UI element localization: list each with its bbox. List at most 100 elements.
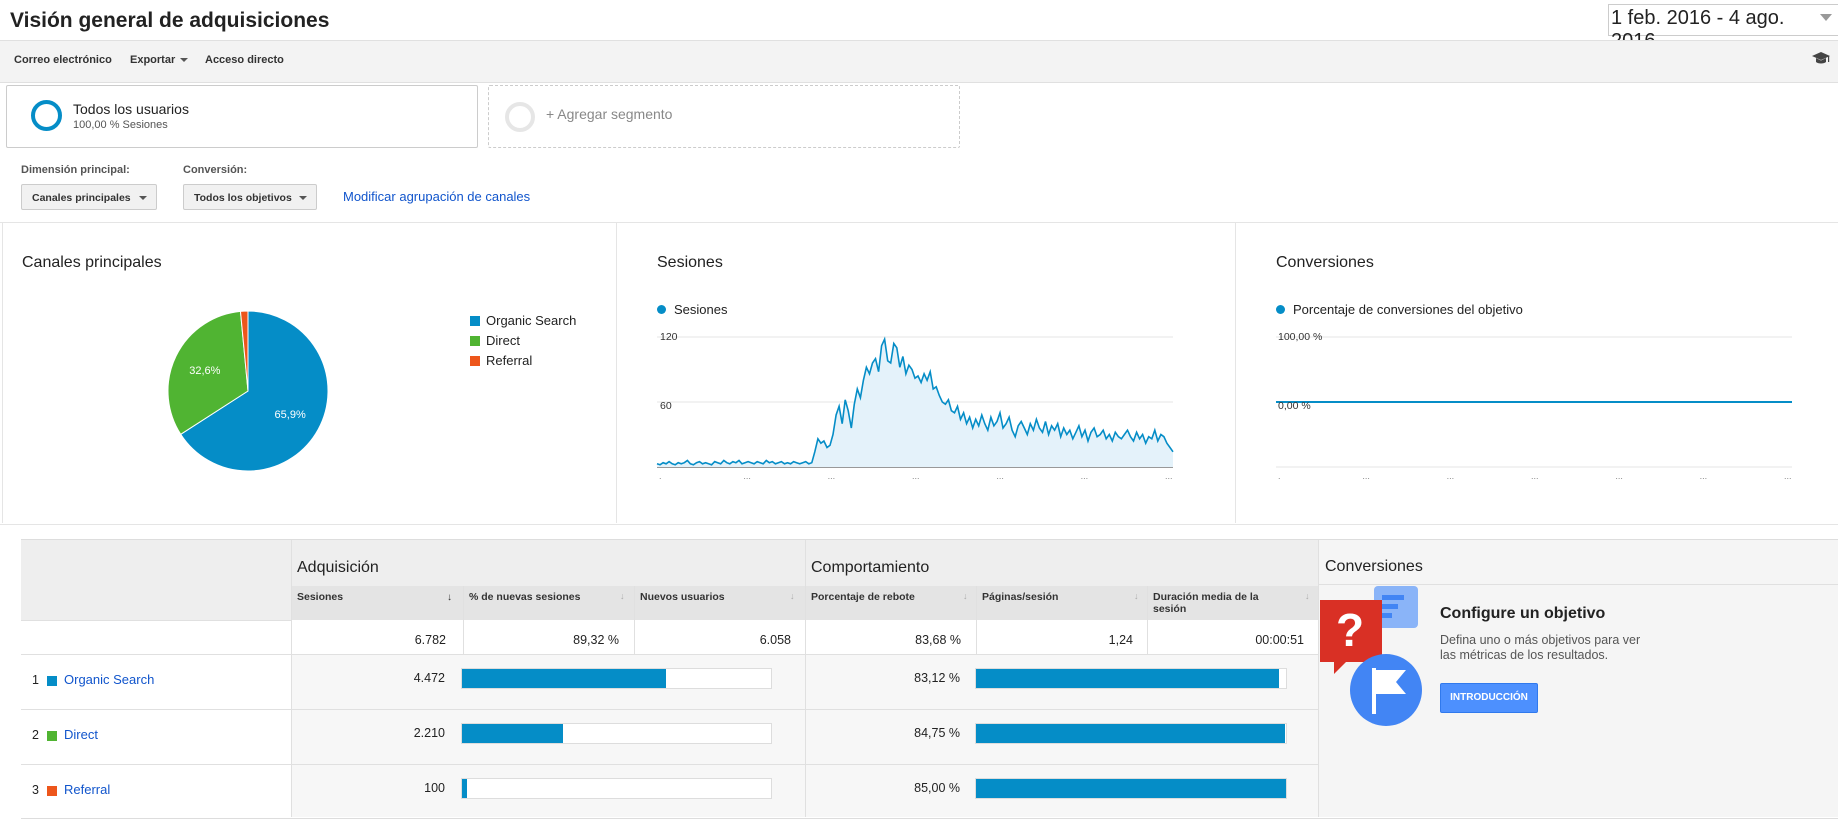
export-button[interactable]: Exportar [130, 54, 189, 66]
sessions-series-line [656, 336, 1174, 466]
email-button[interactable]: Correo electrónico [14, 54, 112, 66]
introduction-button[interactable]: INTRODUCCIÓN [1440, 683, 1538, 713]
col-header-pages-session[interactable]: Páginas/sesión [982, 591, 1059, 603]
sort-desc-icon[interactable]: ↓ [447, 592, 452, 603]
col-header-new-users[interactable]: Nuevos usuarios [640, 591, 725, 603]
table-gridline [463, 586, 464, 654]
table-gridline [21, 654, 1318, 655]
legend-dot [657, 305, 666, 314]
bounce-rate-bar [975, 778, 1287, 799]
sort-icon[interactable]: ↓ [1305, 591, 1310, 601]
add-segment-button[interactable]: + Agregar segmento [488, 85, 960, 148]
sort-icon[interactable]: ↓ [1134, 591, 1139, 601]
conversion-label: Conversión: [183, 164, 248, 176]
channels-table [21, 539, 1838, 819]
primary-dimension-value: Canales principales [32, 192, 131, 204]
shortcut-button[interactable]: Acceso directo [205, 54, 284, 66]
row-link-referral[interactable]: Referral [64, 782, 111, 797]
sort-icon[interactable]: ↓ [963, 591, 968, 601]
channel-color-swatch [47, 731, 57, 741]
svg-text:?: ? [1336, 604, 1364, 656]
graduation-cap-icon[interactable] [1811, 51, 1831, 72]
legend-label: Referral [486, 353, 533, 368]
conversions-group-label: Conversiones [1325, 558, 1423, 575]
goal-illustration-icon: ? [1320, 586, 1422, 726]
legend-label: Porcentaje de conversiones del objetivo [1293, 302, 1523, 317]
sort-icon[interactable]: ↓ [790, 591, 795, 601]
table-gridline [21, 620, 291, 621]
conversions-legend: Porcentaje de conversiones del objetivo [1276, 302, 1523, 317]
bounce-rate-fill [976, 669, 1280, 688]
totals-label-cell [21, 620, 291, 654]
total-avg-duration: 00:00:51 [1255, 633, 1304, 647]
pie-slice [167, 310, 249, 435]
col-header-label: Sesiones [297, 591, 344, 603]
table-gridline [1147, 586, 1148, 654]
pie-slice [239, 310, 249, 392]
bounce-rate-fill [976, 779, 1286, 798]
sessions-legend: Sesiones [657, 302, 727, 317]
goal-promo-title: Configure un objetivo [1440, 605, 1606, 622]
y-tick-label: 100,00 % [1278, 331, 1323, 343]
sessions-area-chart: ................... [656, 336, 1174, 481]
row-sessions: 2.210 [413, 726, 445, 740]
col-header-bounce-rate[interactable]: Porcentaje de rebote [811, 591, 915, 603]
row-bounce-rate: 85,00 % [914, 781, 960, 795]
x-tick-label: ... [912, 471, 920, 481]
row-index: 1 [32, 673, 39, 687]
row-bounce-rate: 83,12 % [914, 671, 960, 685]
x-tick-label: . [1278, 471, 1281, 481]
sessions-share-bar [461, 723, 772, 744]
x-tick-label: ... [1784, 471, 1792, 481]
date-range-picker[interactable]: 1 feb. 2016 - 4 ago. 2016 [1608, 4, 1838, 52]
channel-color-swatch [47, 676, 57, 686]
panel-border-left [2, 222, 3, 523]
chevron-down-icon [180, 58, 189, 63]
sessions-share-fill [462, 669, 666, 688]
sessions-area [657, 339, 1173, 467]
x-tick-label: . [659, 471, 662, 481]
acquisition-group-label: Adquisición [297, 559, 379, 576]
row-link-direct[interactable]: Direct [64, 727, 98, 742]
modify-channel-grouping-link[interactable]: Modificar agrupación de canales [343, 189, 531, 204]
sort-icon[interactable]: ↓ [620, 591, 625, 601]
row-sessions: 100 [424, 781, 445, 795]
y-tick-label: 0,00 % [1278, 400, 1311, 412]
report-toolbar: Correo electrónico Exportar Acceso direc… [0, 40, 1838, 83]
x-tick-label: ... [1447, 471, 1455, 481]
total-bounce-rate: 83,68 % [915, 633, 961, 647]
sessions-share-fill [462, 779, 467, 798]
channel-color-swatch [47, 786, 57, 796]
legend-label: Organic Search [486, 313, 577, 328]
row-link-organic-search[interactable]: Organic Search [64, 672, 155, 687]
conversion-dropdown[interactable]: Todos los objetivos [183, 184, 317, 210]
total-pages-session: 1,24 [1108, 633, 1133, 647]
col-header-new-sessions-pct[interactable]: % de nuevas sesiones [469, 591, 581, 603]
x-tick-label: ... [828, 471, 836, 481]
segment-all-users[interactable]: Todos los usuarios 100,00 % Sesiones [6, 85, 478, 148]
conversion-value: Todos los objetivos [194, 192, 292, 204]
col-header-avg-duration[interactable]: Duración media de la sesión [1153, 591, 1259, 615]
legend-label: Direct [486, 333, 520, 348]
table-gridline [634, 586, 635, 654]
legend-item-direct: Direct [470, 333, 576, 353]
sessions-panel-title: Sesiones [657, 254, 723, 271]
page-title: Visión general de adquisiciones [10, 9, 330, 32]
table-gridline [805, 540, 806, 817]
segment-ring-icon [31, 100, 62, 131]
date-range-caret-icon[interactable] [1820, 14, 1832, 21]
pie-slice-label: 65,9% [275, 409, 306, 421]
col-header-sessions[interactable]: Sesiones [297, 591, 457, 603]
pie-slice [180, 310, 329, 472]
pie-slice-label: 32,6% [189, 365, 220, 377]
goal-promo-description: Defina uno o más objetivos para ver las … [1440, 633, 1641, 662]
total-new-sessions-pct: 89,32 % [573, 633, 619, 647]
primary-dimension-label: Dimensión principal: [21, 164, 130, 176]
sessions-share-bar [461, 778, 772, 799]
conversions-panel-title: Conversiones [1276, 254, 1374, 271]
behavior-group-label: Comportamiento [811, 559, 930, 576]
primary-dimension-dropdown[interactable]: Canales principales [21, 184, 157, 210]
legend-item-referral: Referral [470, 353, 576, 373]
legend-label: Sesiones [674, 302, 728, 317]
legend-swatch [470, 316, 480, 326]
